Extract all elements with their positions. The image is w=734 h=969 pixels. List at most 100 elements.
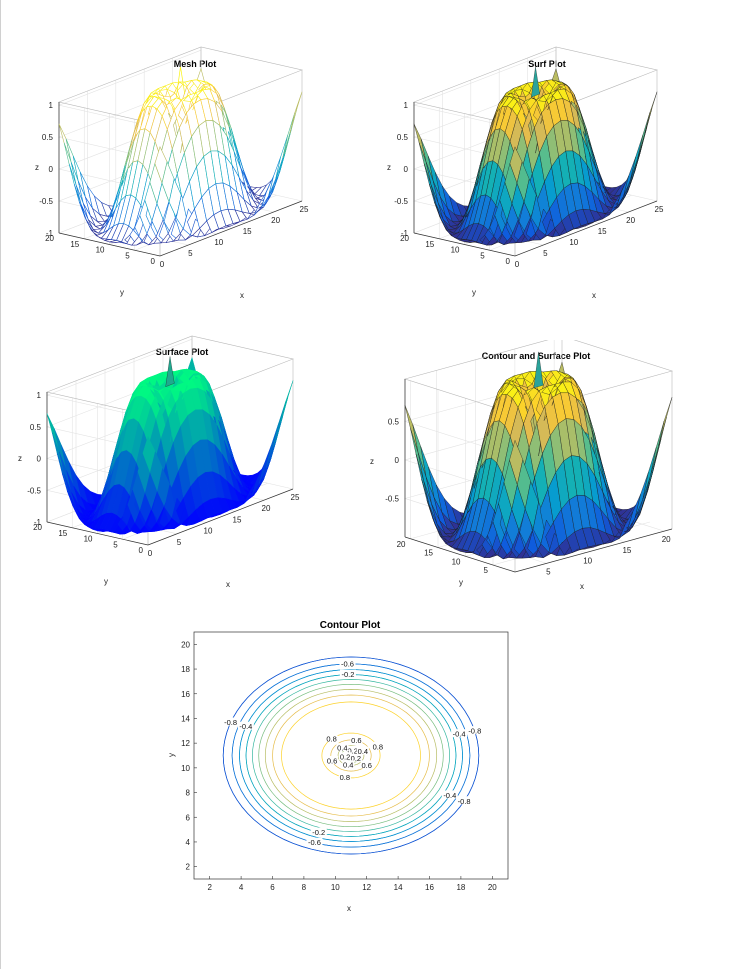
x-tick-label: 6 [270,883,275,892]
x-tick-label: 10 [214,238,223,247]
y-tick-label: 14 [181,714,190,723]
contour-label: -0.8 [468,727,481,736]
z-tick-label: 0 [395,456,400,465]
contour-line [231,663,471,848]
y-axis-line [404,536,516,573]
label-bg [325,733,338,742]
z-axis-label: z [370,457,374,466]
contour-label: -0.6 [308,838,321,847]
label-bg [451,729,468,738]
contour-label: -0.2 [312,828,325,837]
x-tick-label: 5 [546,567,551,576]
label-bg [346,745,359,754]
x-tick-label: 0 [515,260,520,269]
z-axis-label: z [35,163,39,172]
contour-label: -0.8 [458,797,471,806]
x-tick-label: 5 [188,249,193,258]
contour-label: 0.8 [373,742,383,751]
z-tick-label: -0.5 [394,197,408,206]
z-axis-label: z [387,163,391,172]
y-tick-label: 5 [113,540,118,549]
x-tick-label: 14 [394,883,403,892]
y-tick-label: 20 [397,540,406,549]
y-tick-label: 15 [424,549,433,558]
page-left-border [0,0,1,969]
x-tick-label: 20 [488,883,497,892]
contour-label: 0.2 [340,753,350,762]
z-tick-label: -0.5 [27,486,41,495]
y-axis-line [58,232,161,257]
y-tick-label: 2 [186,863,191,872]
label-bg [356,746,369,755]
x-tick-label: 15 [598,227,607,236]
y-tick-label: 12 [181,739,190,748]
box-edge [57,46,304,126]
contour-label: 0.6 [361,761,371,770]
label-bg [338,772,351,781]
label-bg [342,760,355,769]
z-tick-label: 0 [49,165,54,174]
plot-title: Contour and Surface Plot [482,351,591,361]
y-axis-line [413,232,516,257]
surface-face [258,445,272,485]
label-bg [349,753,362,762]
y-tick-label: 20 [400,234,409,243]
surface-face [404,405,419,454]
x-tick-label: 18 [456,883,465,892]
box-edge [403,340,674,415]
label-bg [466,726,483,735]
label-bg [237,721,254,730]
x-axis-label: x [580,582,584,591]
z-tick-label: 0 [404,165,409,174]
z-axis-label: z [18,454,22,463]
x-tick-label: 15 [622,546,631,555]
x-axis-line [147,488,294,546]
label-bg [306,837,323,846]
x-axis-line [514,528,673,573]
y-tick-label: 20 [181,640,190,649]
x-tick-label: 16 [425,883,434,892]
z-tick-label: 0.5 [397,133,409,142]
x-tick-label: 4 [239,883,244,892]
surface-face [280,380,294,423]
x-tick-label: 2 [207,883,212,892]
y-axis-line [46,521,149,546]
z-tick-label: 0.5 [388,417,400,426]
plot-title: Surface Plot [156,347,209,357]
x-tick-label: 5 [177,538,182,547]
surface-face [642,446,657,500]
contour-label: -0.8 [224,718,237,727]
label-bg [371,741,384,750]
label-bg [441,790,458,799]
contour-label: -0.4 [453,730,466,739]
contour-label: 0.6 [327,756,337,765]
y-tick-label: 0 [506,257,511,266]
surface-face [644,91,658,134]
z-tick-label: -1 [401,229,409,238]
surface-plot: Surface Plot 051015202505101520-1-0.500.… [18,335,300,589]
x-tick-label: 25 [655,205,664,214]
x-axis-label: x [592,291,596,300]
x-axis-label: x [240,291,244,300]
z-tick-label: 1 [37,391,42,400]
contour-line [272,694,430,817]
surface-face [658,397,673,447]
contour-label: 0.2 [351,754,361,763]
y-axis-label: y [472,288,476,297]
plot-title: Contour Plot [320,620,381,631]
x-tick-label: 20 [662,535,671,544]
z-tick-label: -0.5 [39,197,53,206]
label-bg [456,796,473,805]
x-tick-label: 20 [271,216,280,225]
contour-label: 0.4 [358,747,368,756]
x-axis-line [514,200,658,257]
x-tick-label: 12 [362,883,371,892]
y-axis-label: y [459,578,463,587]
y-tick-label: 15 [58,529,67,538]
contour-label: 0.4 [337,744,347,753]
surface-face [289,91,303,134]
z-tick-label: -1 [46,229,54,238]
y-tick-label: 5 [484,566,489,575]
x-tick-label: 20 [262,504,271,513]
surface-face [630,134,643,180]
